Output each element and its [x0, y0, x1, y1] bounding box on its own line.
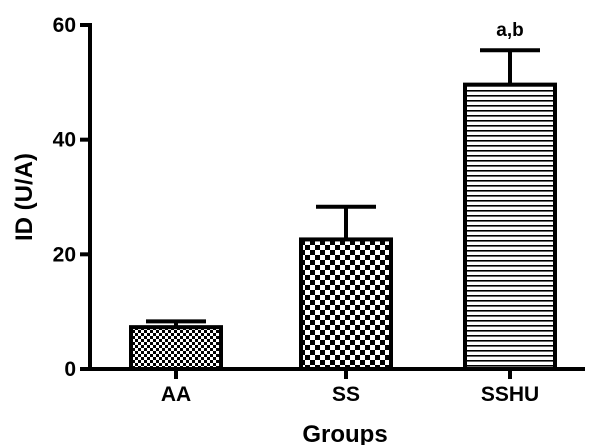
error-bar-aa [146, 319, 206, 328]
error-bar-sshu [480, 48, 540, 85]
bar-ss [299, 237, 393, 371]
axes-layer [80, 23, 585, 379]
bars-layer [129, 82, 557, 371]
error-bars-layer [146, 48, 540, 328]
error-bar-ss [316, 204, 376, 240]
y-tick-label-0: 0 [64, 358, 76, 381]
y-tick-label-40: 40 [53, 129, 76, 152]
y-tick-label-20: 20 [53, 243, 76, 266]
x-axis-title: Groups [302, 421, 387, 445]
labels-layer: 0 20 40 60 AA SS SSHU a,b [53, 14, 540, 406]
x-tick-label-ss: SS [332, 383, 360, 406]
annotation-sshu: a,b [496, 20, 523, 41]
y-axis-title: ID (U/A) [11, 153, 38, 241]
bar-aa [129, 325, 223, 371]
x-tick-label-sshu: SSHU [481, 383, 539, 406]
x-tick-label-aa: AA [161, 383, 191, 406]
bar-sshu [463, 82, 557, 371]
y-tick-label-60: 60 [53, 14, 76, 37]
